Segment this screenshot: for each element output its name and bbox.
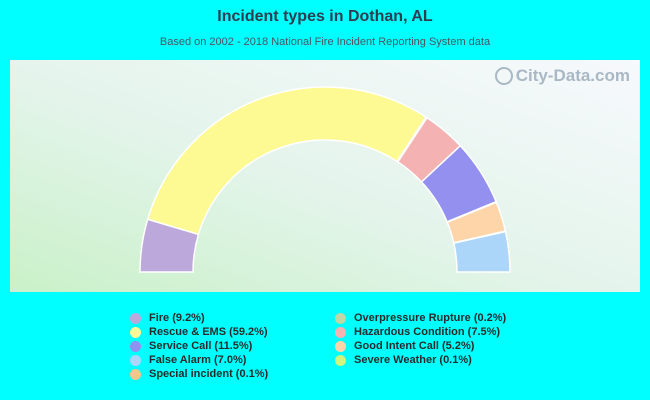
chart-subtitle: Based on 2002 - 2018 National Fire Incid…: [159, 36, 491, 48]
legend-item[interactable]: Good Intent Call (5.2%): [335, 339, 555, 353]
legend-item[interactable]: Hazardous Condition (7.5%): [335, 325, 555, 339]
legend-label: Overpressure Rupture (0.2%): [354, 312, 507, 324]
legend-swatch: [335, 326, 346, 338]
legend-swatch: [130, 354, 141, 366]
legend-item[interactable]: Service Call (11.5%): [130, 339, 335, 353]
legend-label: Severe Weather (0.1%): [354, 354, 472, 366]
half-donut-chart: [139, 86, 511, 273]
magnifier-icon: [494, 67, 513, 85]
legend-label: Service Call (11.5%): [149, 340, 253, 352]
legend-label: False Alarm (7.0%): [149, 354, 247, 366]
legend-item[interactable]: Overpressure Rupture (0.2%): [335, 311, 555, 325]
legend-swatch: [130, 368, 141, 380]
plot-area: City-Data.com: [10, 60, 640, 292]
legend-item[interactable]: False Alarm (7.0%): [130, 353, 335, 367]
legend-swatch: [335, 312, 346, 324]
legend-label: Rescue & EMS (59.2%): [149, 326, 268, 338]
legend-label: Fire (9.2%): [149, 312, 205, 324]
legend-swatch: [130, 326, 141, 338]
legend-label: Good Intent Call (5.2%): [354, 340, 475, 352]
legend-label: Special incident (0.1%): [149, 368, 269, 380]
chart-title: Incident types in Dothan, AL: [217, 8, 433, 25]
legend-item[interactable]: Severe Weather (0.1%): [335, 353, 555, 367]
slice-3[interactable]: [452, 230, 511, 273]
legend: Fire (9.2%) Rescue & EMS (59.2%) Service C…: [130, 311, 570, 381]
legend-swatch: [335, 354, 346, 366]
watermark-text: City-Data.com: [515, 66, 630, 85]
slice-1[interactable]: [146, 86, 428, 236]
legend-item[interactable]: Rescue & EMS (59.2%): [130, 325, 335, 339]
legend-swatch: [130, 340, 141, 352]
legend-item[interactable]: Special incident (0.1%): [130, 367, 335, 381]
legend-label: Hazardous Condition (7.5%): [354, 326, 501, 338]
watermark: City-Data.com: [494, 66, 630, 86]
legend-item[interactable]: Fire (9.2%): [130, 311, 335, 325]
legend-swatch: [130, 312, 141, 324]
legend-swatch: [335, 340, 346, 352]
